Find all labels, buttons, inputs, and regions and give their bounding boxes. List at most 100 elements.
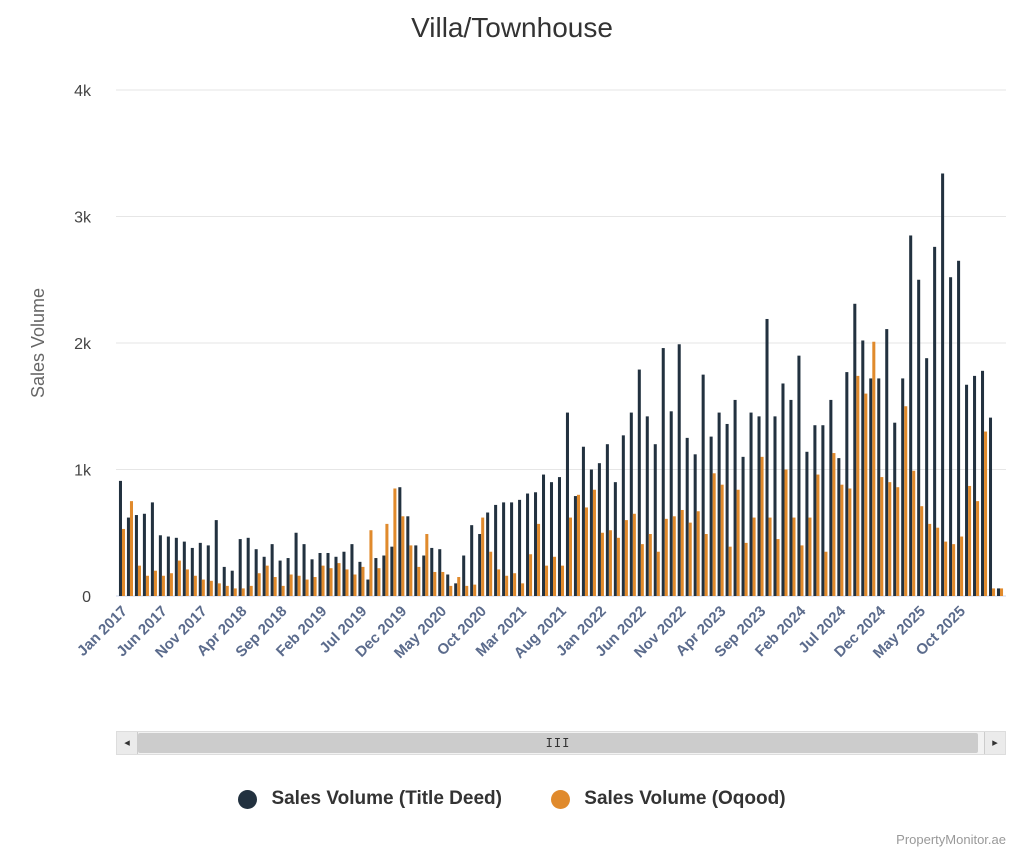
bar-oqood[interactable]	[249, 585, 253, 596]
bar-oqood[interactable]	[848, 488, 852, 596]
bar-oqood[interactable]	[153, 570, 157, 596]
bar-title-deed[interactable]	[374, 558, 378, 596]
bar-title-deed[interactable]	[422, 555, 426, 596]
bar-title-deed[interactable]	[182, 541, 186, 596]
chart-scrollbar[interactable]: ◂ III ▸	[116, 731, 1006, 755]
bar-title-deed[interactable]	[486, 512, 490, 596]
bar-oqood[interactable]	[129, 501, 133, 597]
bar-oqood[interactable]	[193, 575, 197, 596]
bar-oqood[interactable]	[441, 571, 445, 596]
bar-title-deed[interactable]	[222, 566, 226, 596]
bar-title-deed[interactable]	[853, 303, 857, 596]
bar-oqood[interactable]	[960, 536, 964, 596]
bar-title-deed[interactable]	[462, 555, 466, 596]
bar-oqood[interactable]	[337, 563, 341, 596]
bar-oqood[interactable]	[401, 516, 405, 596]
bar-title-deed[interactable]	[246, 537, 250, 596]
bar-oqood[interactable]	[984, 431, 988, 596]
bar-title-deed[interactable]	[142, 513, 146, 596]
bar-oqood[interactable]	[169, 573, 173, 596]
bar-oqood[interactable]	[832, 453, 836, 596]
bar-title-deed[interactable]	[973, 375, 977, 596]
bar-oqood[interactable]	[888, 482, 892, 596]
bar-title-deed[interactable]	[238, 539, 242, 596]
bar-title-deed[interactable]	[869, 378, 873, 596]
bar-oqood[interactable]	[840, 484, 844, 596]
bar-title-deed[interactable]	[933, 246, 937, 597]
scroll-thumb[interactable]: III	[138, 733, 978, 753]
bar-oqood[interactable]	[968, 485, 972, 596]
bar-title-deed[interactable]	[206, 545, 210, 596]
bar-oqood[interactable]	[688, 522, 692, 596]
bar-oqood[interactable]	[856, 375, 860, 596]
bar-title-deed[interactable]	[454, 583, 458, 596]
bar-title-deed[interactable]	[797, 355, 801, 596]
bar-oqood[interactable]	[497, 569, 501, 596]
bar-title-deed[interactable]	[909, 235, 913, 596]
bar-title-deed[interactable]	[502, 502, 506, 596]
bar-oqood[interactable]	[369, 530, 373, 596]
bar-title-deed[interactable]	[573, 496, 577, 596]
bar-oqood[interactable]	[449, 585, 453, 596]
bar-title-deed[interactable]	[438, 549, 442, 596]
bar-title-deed[interactable]	[821, 425, 825, 596]
bar-title-deed[interactable]	[158, 535, 162, 596]
bar-oqood[interactable]	[640, 544, 644, 596]
bar-oqood[interactable]	[672, 516, 676, 596]
bar-title-deed[interactable]	[446, 574, 450, 597]
bar-oqood[interactable]	[265, 565, 269, 596]
bar-oqood[interactable]	[872, 341, 876, 596]
bar-title-deed[interactable]	[709, 436, 713, 596]
bar-title-deed[interactable]	[773, 416, 777, 596]
bar-oqood[interactable]	[704, 534, 708, 596]
bar-title-deed[interactable]	[166, 536, 170, 596]
bar-title-deed[interactable]	[717, 412, 721, 596]
bar-title-deed[interactable]	[637, 369, 641, 596]
bar-title-deed[interactable]	[310, 559, 314, 596]
bar-title-deed[interactable]	[430, 547, 434, 596]
bar-oqood[interactable]	[648, 534, 652, 596]
bar-oqood[interactable]	[417, 566, 421, 596]
bar-oqood[interactable]	[145, 575, 149, 596]
bar-oqood[interactable]	[521, 583, 525, 596]
bar-title-deed[interactable]	[805, 451, 809, 596]
bar-oqood[interactable]	[393, 488, 397, 596]
bar-oqood[interactable]	[736, 489, 740, 596]
scroll-right-button[interactable]: ▸	[984, 732, 1005, 754]
bar-title-deed[interactable]	[198, 542, 202, 596]
bar-title-deed[interactable]	[350, 544, 354, 596]
bar-oqood[interactable]	[457, 577, 461, 596]
bar-title-deed[interactable]	[749, 412, 753, 596]
bar-title-deed[interactable]	[645, 416, 649, 596]
bar-oqood[interactable]	[784, 469, 788, 597]
bar-title-deed[interactable]	[366, 579, 370, 596]
bar-title-deed[interactable]	[781, 383, 785, 596]
bar-title-deed[interactable]	[478, 534, 482, 596]
bar-oqood[interactable]	[553, 556, 557, 596]
bar-title-deed[interactable]	[278, 560, 282, 596]
bar-oqood[interactable]	[201, 579, 205, 596]
bar-oqood[interactable]	[880, 477, 884, 596]
bar-oqood[interactable]	[944, 541, 948, 596]
bar-oqood[interactable]	[624, 520, 628, 596]
bar-oqood[interactable]	[744, 542, 748, 596]
bar-oqood[interactable]	[241, 588, 245, 596]
bar-title-deed[interactable]	[693, 454, 697, 596]
bar-oqood[interactable]	[776, 539, 780, 596]
bar-title-deed[interactable]	[605, 444, 609, 596]
bar-title-deed[interactable]	[949, 277, 953, 596]
bar-title-deed[interactable]	[661, 348, 665, 596]
bar-title-deed[interactable]	[765, 318, 769, 596]
bar-oqood[interactable]	[656, 551, 660, 596]
bar-oqood[interactable]	[529, 554, 533, 596]
bar-title-deed[interactable]	[789, 399, 793, 596]
bar-oqood[interactable]	[992, 588, 996, 596]
bar-title-deed[interactable]	[581, 446, 585, 596]
bar-oqood[interactable]	[273, 577, 277, 596]
legend-item-oqood[interactable]: Sales Volume (Oqood)	[551, 788, 786, 810]
bar-oqood[interactable]	[584, 507, 588, 596]
bar-title-deed[interactable]	[518, 499, 522, 596]
bar-oqood[interactable]	[808, 517, 812, 596]
bar-oqood[interactable]	[345, 569, 349, 596]
bar-oqood[interactable]	[217, 583, 221, 596]
